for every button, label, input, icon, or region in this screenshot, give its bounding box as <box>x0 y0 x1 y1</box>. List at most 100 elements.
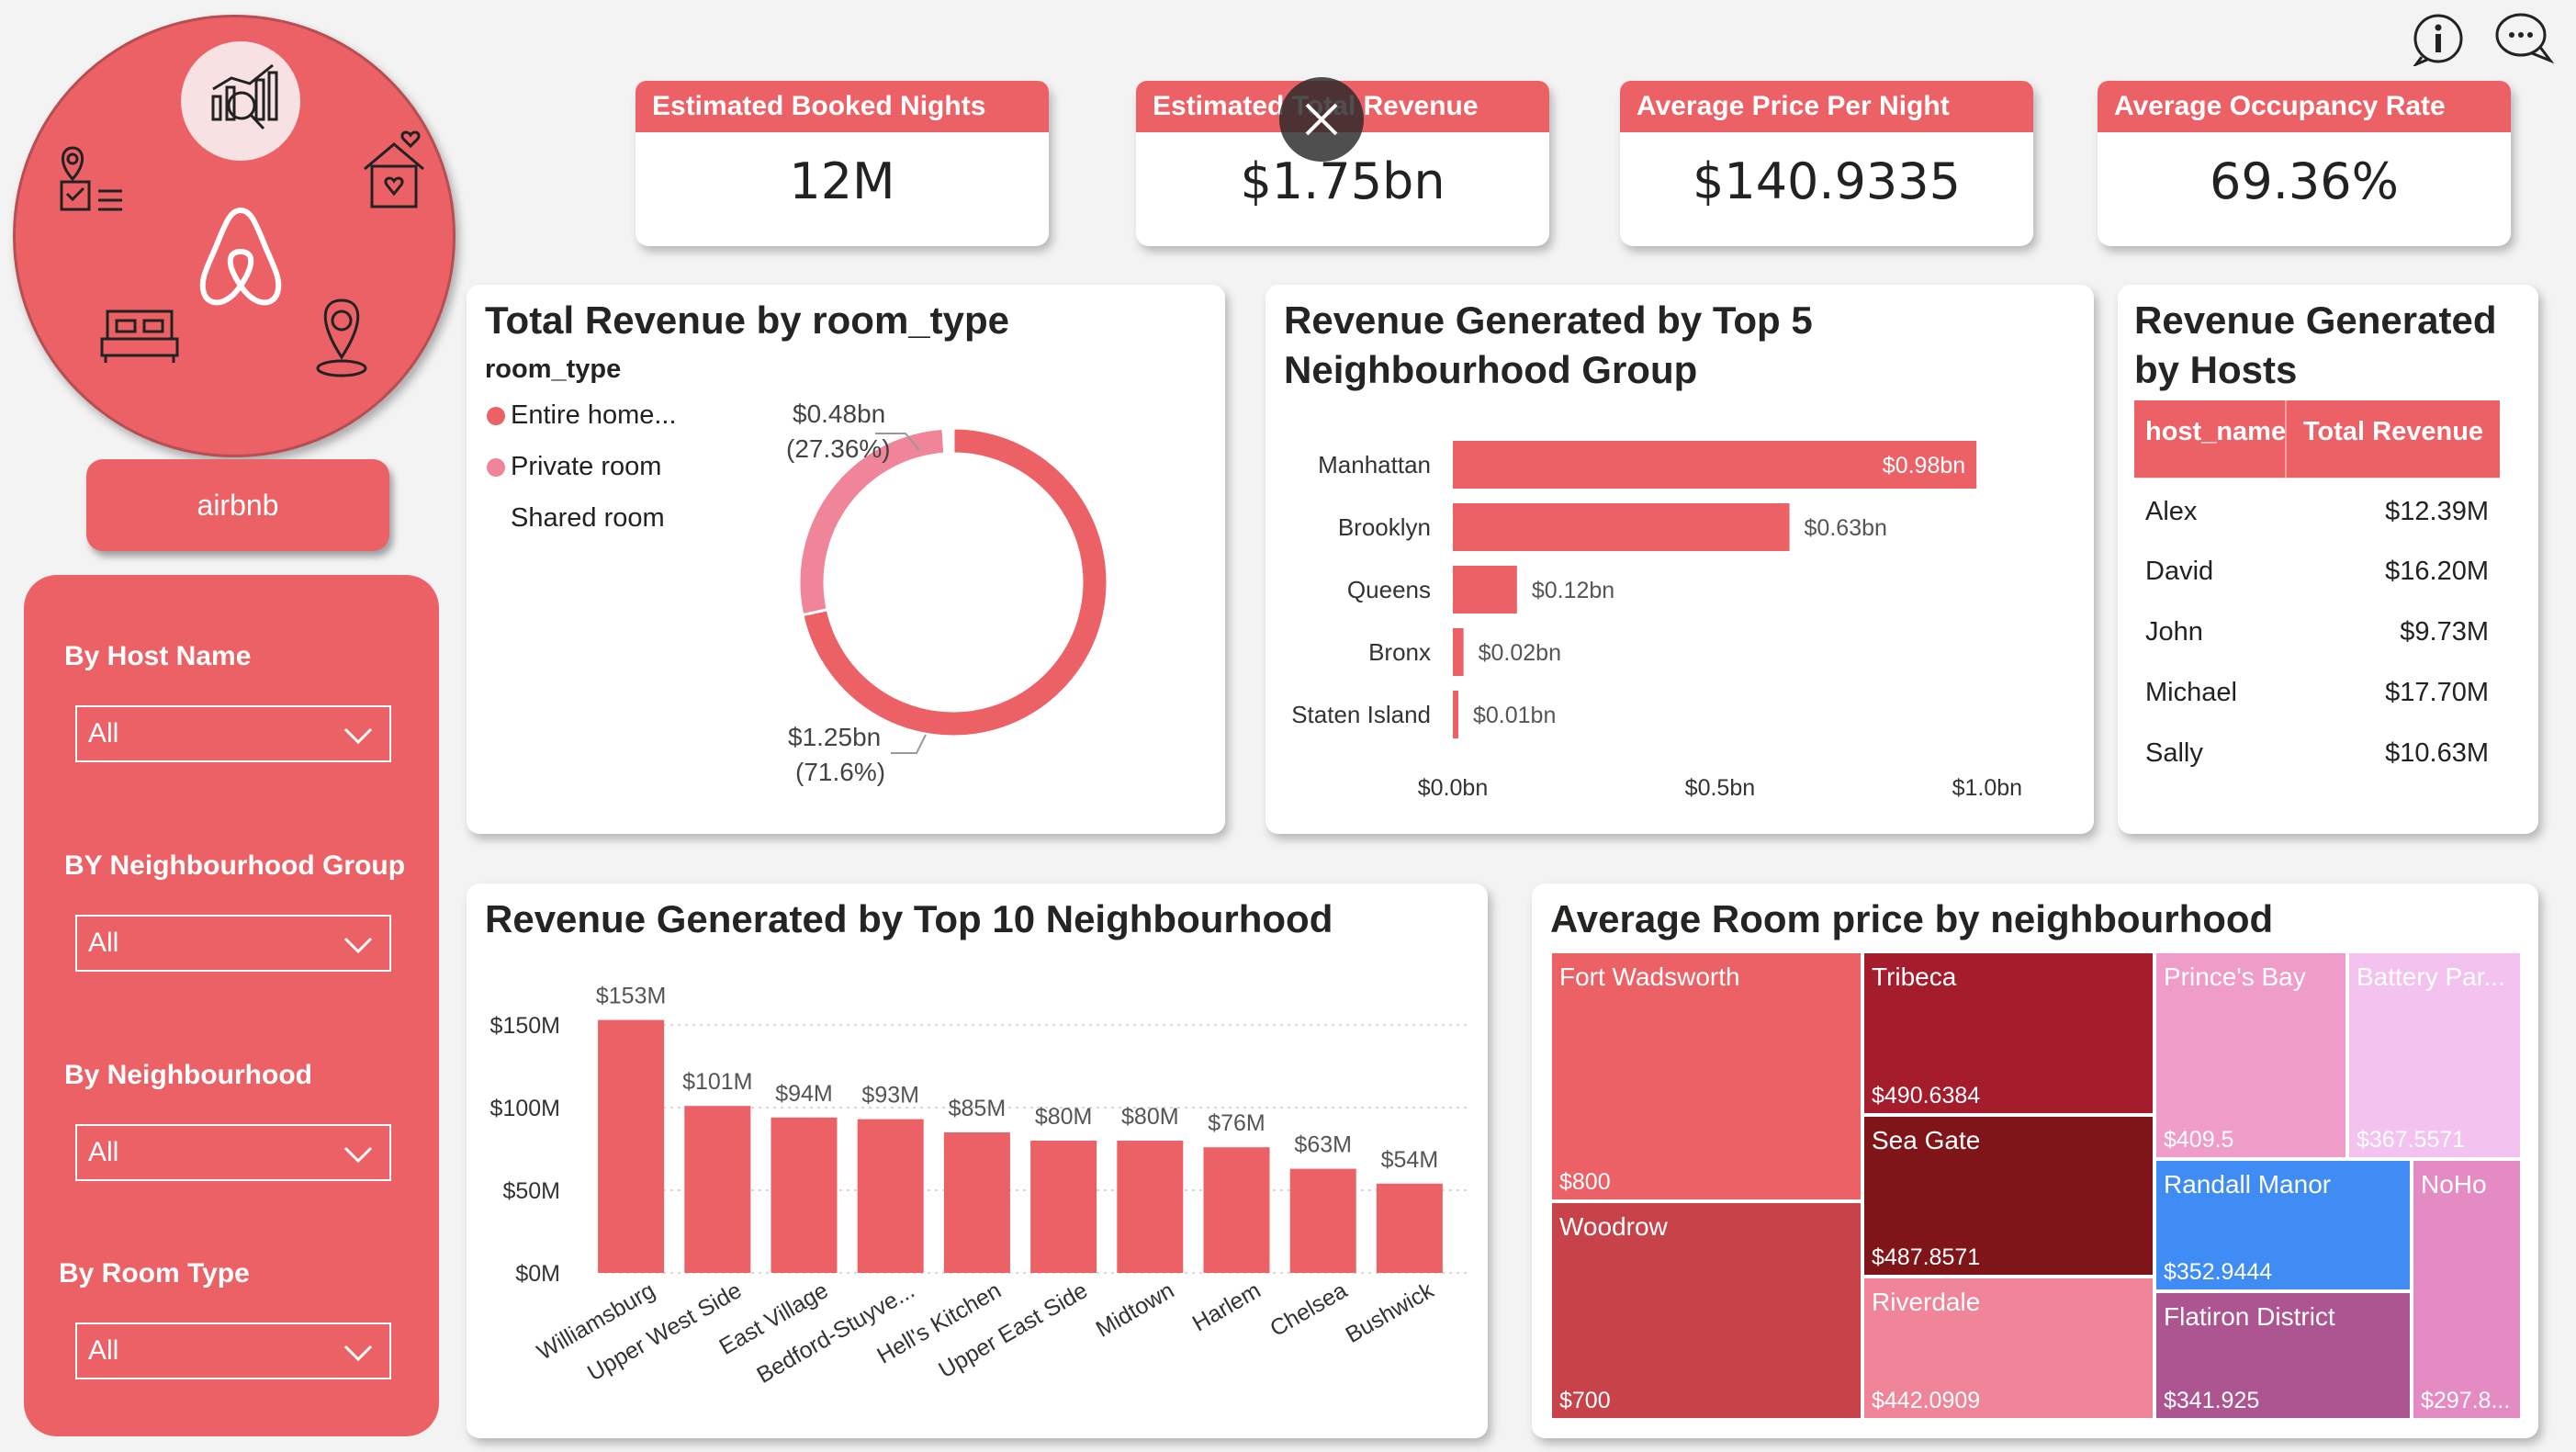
cell-value: $367.5571 <box>2357 1127 2466 1153</box>
table-row[interactable]: Michael $17.70M <box>2134 659 2500 720</box>
airbnb-button[interactable]: airbnb <box>86 459 389 551</box>
treemap-cell-princes-bay[interactable]: Prince's Bay $409.5 <box>2154 951 2347 1159</box>
airbnb-logo-icon <box>190 201 291 311</box>
close-button[interactable] <box>1279 77 1364 162</box>
bar[interactable] <box>943 1132 1010 1273</box>
cell-value: $490.6384 <box>1872 1083 1981 1109</box>
data-label-entire-value: $1.25bn <box>788 723 881 751</box>
bar[interactable] <box>598 1019 665 1273</box>
bar[interactable] <box>1203 1147 1270 1273</box>
treemap-cell-battery-park[interactable]: Battery Par... $367.5571 <box>2347 951 2522 1159</box>
column-header-host-name[interactable]: host_name <box>2145 417 2287 446</box>
cell-value: $409.5 <box>2164 1127 2234 1153</box>
y-tick-label: $150M <box>490 1013 560 1039</box>
data-label: $85M <box>949 1096 1007 1121</box>
host-name-cell: Sally <box>2145 738 2203 768</box>
cell-name: Battery Par... <box>2357 962 2505 991</box>
table-row[interactable]: Sally $10.63M <box>2134 720 2500 781</box>
bar[interactable] <box>1117 1141 1184 1273</box>
data-label: $0.12bn <box>1532 578 1614 603</box>
chart-title-line1: Revenue Generated by Top 5 <box>1284 298 1813 342</box>
bar[interactable] <box>1376 1183 1443 1273</box>
y-tick-label: $50M <box>502 1178 560 1204</box>
treemap: Fort Wadsworth $800 Woodrow $700 Tribeca $4… <box>1550 951 2522 1420</box>
column-divider <box>2285 400 2287 478</box>
category-label: Staten Island <box>1291 701 1431 728</box>
house-heart-icon <box>355 128 438 219</box>
kpi-occupancy-rate: Average Occupancy Rate 69.36% <box>2098 81 2511 246</box>
room-type-dropdown[interactable]: All <box>75 1323 391 1379</box>
bar[interactable] <box>771 1117 838 1273</box>
top10-bar-chart: $0M$50M$100M$150M$153MWilliamsburg$101MU… <box>490 984 1469 1389</box>
bar[interactable] <box>684 1106 751 1273</box>
data-label: $54M <box>1381 1147 1439 1173</box>
neighbourhood-dropdown[interactable]: All <box>75 1124 391 1181</box>
table-row[interactable]: John $9.73M <box>2134 599 2500 659</box>
bar[interactable] <box>1289 1168 1356 1273</box>
chart-title: Revenue Generated by Top 5 Neighbourhood… <box>1284 296 1813 395</box>
cell-name: Prince's Bay <box>2164 962 2306 991</box>
category-label: Manhattan <box>1318 451 1431 478</box>
cell-value: $442.0909 <box>1872 1388 1981 1413</box>
info-icon[interactable] <box>2411 11 2466 68</box>
bed-icon <box>98 302 181 366</box>
legend-entire-home[interactable]: Entire home... <box>487 400 677 431</box>
treemap-cell-randall-manor[interactable]: Randall Manor $352.9444 <box>2154 1159 2412 1291</box>
data-label: $94M <box>775 1081 833 1107</box>
column-header-total-revenue[interactable]: Total Revenue <box>2303 417 2484 446</box>
slicer-label-host-name: By Host Name <box>64 641 252 671</box>
total-revenue-cell: $10.63M <box>2385 738 2489 768</box>
neighbourhood-group-dropdown[interactable]: All <box>75 915 391 972</box>
slicer-label-neighbourhood-group: BY Neighbourhood Group <box>64 850 406 881</box>
donut-slice-entire-home[interactable] <box>801 426 1109 738</box>
logo-panel <box>13 15 456 457</box>
leader-line-entire <box>891 734 927 754</box>
y-tick-label: $100M <box>490 1096 560 1121</box>
revenue-by-room-type-card: Total Revenue by room_type room_type Ent… <box>467 285 1225 834</box>
bar[interactable] <box>1453 441 1977 489</box>
bar[interactable] <box>1453 566 1517 613</box>
chevron-down-icon <box>340 926 377 981</box>
legend-private-room[interactable]: Private room <box>487 452 661 482</box>
bar[interactable] <box>1453 628 1464 676</box>
treemap-cell-woodrow[interactable]: Woodrow $700 <box>1550 1201 1862 1420</box>
category-label: Upper East Side <box>934 1278 1092 1383</box>
treemap-cell-flatiron-district[interactable]: Flatiron District $341.925 <box>2154 1291 2412 1420</box>
legend-dot <box>487 407 505 426</box>
legend-label: Entire home... <box>511 400 677 430</box>
treemap-cell-tribeca[interactable]: Tribeca $490.6384 <box>1862 951 2154 1115</box>
host-name-cell: David <box>2145 557 2214 586</box>
top5-neighbourhood-group-card: Revenue Generated by Top 5 Neighbourhood… <box>1266 285 2094 834</box>
bar[interactable] <box>1453 503 1790 551</box>
bar[interactable] <box>1453 691 1458 738</box>
host-name-cell: Michael <box>2145 678 2237 707</box>
category-label: Bedford-Stuyve... <box>752 1278 918 1389</box>
cell-value: $297.8... <box>2421 1388 2511 1413</box>
table-row[interactable]: Alex $12.39M <box>2134 478 2500 539</box>
kpi-value: $1.75bn <box>1240 152 1445 210</box>
treemap-cell-riverdale[interactable]: Riverdale $442.0909 <box>1862 1277 2154 1420</box>
category-label: Harlem <box>1188 1278 1266 1337</box>
cell-name: Tribeca <box>1872 962 1957 991</box>
kpi-title: Average Occupancy Rate <box>2098 81 2511 132</box>
bar[interactable] <box>857 1119 924 1273</box>
data-label: $80M <box>1035 1104 1093 1130</box>
bar[interactable] <box>1030 1141 1097 1273</box>
cell-name: Randall Manor <box>2164 1170 2332 1199</box>
donut-slice-shared-room[interactable] <box>941 426 955 456</box>
treemap-cell-sea-gate[interactable]: Sea Gate $487.8571 <box>1862 1115 2154 1277</box>
legend-dot <box>487 510 505 529</box>
table-header: host_name Total Revenue <box>2134 400 2500 478</box>
x-tick-label: $1.0bn <box>1952 775 2022 801</box>
kpi-title: Estimated Booked Nights <box>636 81 1049 132</box>
host-name-cell: John <box>2145 617 2203 647</box>
treemap-cell-noho[interactable]: NoHo $297.8... <box>2412 1159 2522 1420</box>
treemap-cell-fort-wadsworth[interactable]: Fort Wadsworth $800 <box>1550 951 1862 1201</box>
leader-line-private <box>875 433 920 451</box>
data-label: $80M <box>1121 1104 1179 1130</box>
location-checklist-icon <box>52 141 135 223</box>
legend-shared-room[interactable]: Shared room <box>487 503 665 534</box>
host-name-dropdown[interactable]: All <box>75 705 391 762</box>
table-row[interactable]: David $16.20M <box>2134 538 2500 599</box>
chat-bubble-icon[interactable] <box>2493 9 2556 68</box>
